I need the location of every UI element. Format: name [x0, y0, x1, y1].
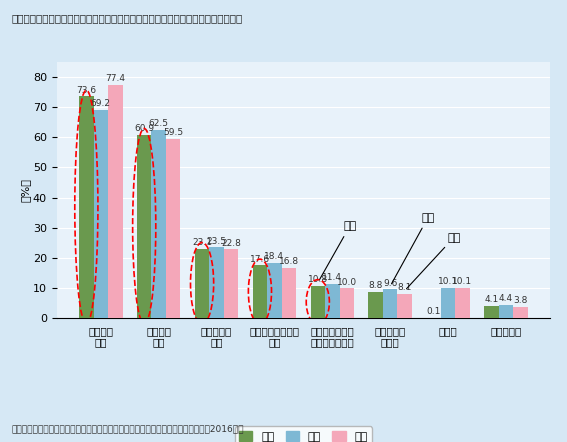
Bar: [383, 289, 397, 318]
Bar: [484, 306, 498, 318]
Bar: [267, 263, 282, 318]
Text: 17.6: 17.6: [250, 255, 270, 263]
Text: 男性: 男性: [391, 213, 434, 284]
Text: 62.5: 62.5: [149, 119, 169, 128]
Text: 11.4: 11.4: [322, 273, 342, 282]
Bar: [513, 307, 527, 318]
Bar: [325, 284, 340, 318]
Legend: 全体, 男性, 女性: 全体, 男性, 女性: [235, 427, 372, 442]
Bar: [137, 134, 151, 318]
Bar: [94, 110, 108, 318]
Bar: [498, 305, 513, 318]
Text: 77.4: 77.4: [105, 74, 125, 83]
Text: 10.8: 10.8: [308, 275, 328, 284]
Text: 資料：厚生労働省政策統括官付政策評価官室委託「高齢社会に関する意識調査」（2016年）: 資料：厚生労働省政策統括官付政策評価官室委託「高齢社会に関する意識調査」（201…: [11, 424, 244, 433]
Bar: [108, 85, 122, 318]
Bar: [369, 292, 383, 318]
Text: 全体: 全体: [319, 221, 356, 280]
Bar: [209, 248, 224, 318]
Text: 4.1: 4.1: [484, 295, 498, 305]
Bar: [166, 139, 180, 318]
Bar: [311, 286, 325, 318]
Bar: [195, 248, 209, 318]
Text: 【設問】あなたにとって、老後に不安が感じられるものは何ですか（３つまで）。: 【設問】あなたにとって、老後に不安が感じられるものは何ですか（３つまで）。: [11, 13, 243, 23]
Text: 59.5: 59.5: [163, 128, 183, 137]
Bar: [151, 130, 166, 318]
Bar: [282, 267, 296, 318]
Text: 0.1: 0.1: [426, 308, 441, 316]
Bar: [79, 96, 94, 318]
Text: 22.8: 22.8: [221, 239, 241, 248]
Text: 23.5: 23.5: [206, 237, 227, 246]
Bar: [455, 288, 469, 318]
Text: 18.4: 18.4: [264, 252, 285, 261]
Bar: [397, 294, 412, 318]
Text: 10.0: 10.0: [337, 278, 357, 286]
Text: 10.1: 10.1: [438, 277, 458, 286]
Text: 9.6: 9.6: [383, 279, 397, 288]
Bar: [253, 265, 267, 318]
Text: 3.8: 3.8: [513, 296, 527, 305]
Text: 8.1: 8.1: [397, 283, 412, 292]
Text: 10.1: 10.1: [452, 277, 472, 286]
Bar: [441, 288, 455, 318]
Text: 60.9: 60.9: [134, 124, 154, 133]
Text: 4.4: 4.4: [499, 294, 513, 304]
Text: 女性: 女性: [407, 232, 460, 289]
Text: 16.8: 16.8: [279, 257, 299, 266]
Bar: [340, 288, 354, 318]
Y-axis label: （%）: （%）: [20, 178, 30, 202]
Bar: [224, 249, 238, 318]
Text: 8.8: 8.8: [369, 281, 383, 290]
Text: 23.1: 23.1: [192, 238, 212, 247]
Text: 73.6: 73.6: [77, 86, 96, 95]
Text: 69.2: 69.2: [91, 99, 111, 108]
